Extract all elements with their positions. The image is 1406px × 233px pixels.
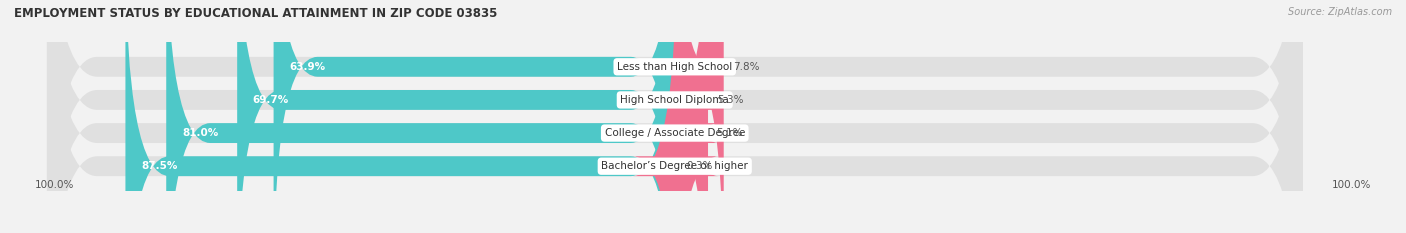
FancyBboxPatch shape: [274, 0, 675, 233]
Text: 0.3%: 0.3%: [686, 161, 713, 171]
Text: 100.0%: 100.0%: [1333, 180, 1372, 190]
Text: 5.1%: 5.1%: [716, 128, 742, 138]
Text: 7.8%: 7.8%: [733, 62, 759, 72]
Text: Less than High School: Less than High School: [617, 62, 733, 72]
Text: EMPLOYMENT STATUS BY EDUCATIONAL ATTAINMENT IN ZIP CODE 03835: EMPLOYMENT STATUS BY EDUCATIONAL ATTAINM…: [14, 7, 498, 20]
FancyBboxPatch shape: [46, 0, 1302, 233]
FancyBboxPatch shape: [166, 0, 675, 233]
Text: 100.0%: 100.0%: [34, 180, 73, 190]
Text: 5.3%: 5.3%: [717, 95, 744, 105]
FancyBboxPatch shape: [125, 0, 675, 233]
Text: 69.7%: 69.7%: [253, 95, 290, 105]
Text: High School Diploma: High School Diploma: [620, 95, 730, 105]
Text: 87.5%: 87.5%: [141, 161, 177, 171]
FancyBboxPatch shape: [675, 0, 724, 233]
Text: College / Associate Degree: College / Associate Degree: [605, 128, 745, 138]
Text: Bachelor’s Degree or higher: Bachelor’s Degree or higher: [602, 161, 748, 171]
FancyBboxPatch shape: [662, 0, 718, 233]
FancyBboxPatch shape: [46, 0, 1302, 233]
Text: Source: ZipAtlas.com: Source: ZipAtlas.com: [1288, 7, 1392, 17]
FancyBboxPatch shape: [46, 0, 1302, 233]
FancyBboxPatch shape: [238, 0, 675, 233]
FancyBboxPatch shape: [633, 0, 718, 233]
Text: 81.0%: 81.0%: [181, 128, 218, 138]
Text: 63.9%: 63.9%: [290, 62, 325, 72]
FancyBboxPatch shape: [46, 0, 1302, 233]
FancyBboxPatch shape: [664, 0, 718, 233]
